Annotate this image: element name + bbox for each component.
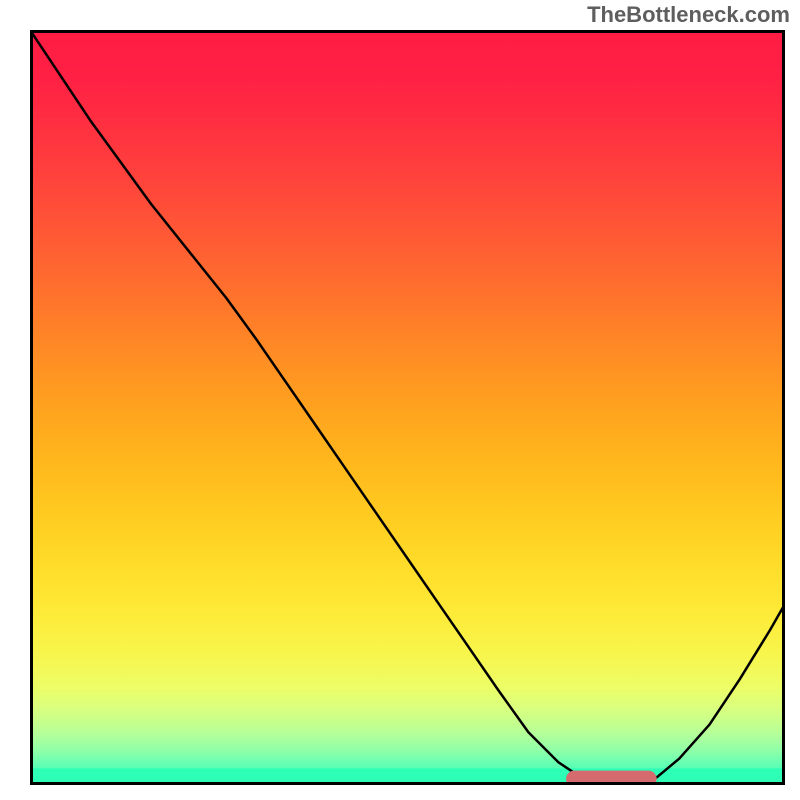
gradient-background — [30, 30, 785, 785]
watermark-text: TheBottleneck.com — [587, 2, 790, 28]
chart-container: TheBottleneck.com — [0, 0, 800, 800]
chart-svg — [30, 30, 785, 785]
plot-area — [30, 30, 785, 785]
